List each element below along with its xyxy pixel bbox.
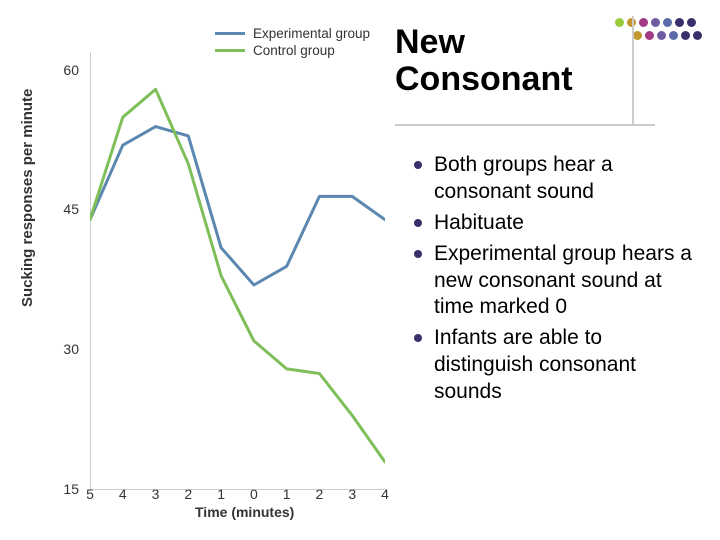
slide-root: New Consonant Both groups hear a consona… bbox=[0, 0, 720, 540]
decor-dot bbox=[657, 31, 666, 40]
legend-swatch bbox=[215, 32, 245, 35]
y-tick-label: 30 bbox=[55, 341, 79, 357]
decor-dot bbox=[693, 31, 702, 40]
decor-dot bbox=[681, 31, 690, 40]
x-tick-label: 0 bbox=[246, 486, 262, 502]
line-chart: Experimental groupControl group Sucking … bbox=[35, 12, 385, 522]
x-axis-label: Time (minutes) bbox=[195, 504, 294, 520]
legend-item: Experimental group bbox=[215, 26, 370, 41]
y-tick-label: 15 bbox=[55, 481, 79, 497]
decor-dot bbox=[663, 18, 672, 27]
chart-plot-area bbox=[90, 52, 385, 490]
title-vertical-line bbox=[632, 16, 634, 126]
y-tick-label: 60 bbox=[55, 62, 79, 78]
bullet-item: Habituate bbox=[412, 210, 702, 237]
decor-dot bbox=[687, 18, 696, 27]
x-tick-label: 4 bbox=[115, 486, 131, 502]
y-axis-label: Sucking responses per minute bbox=[19, 89, 36, 307]
decor-dot bbox=[651, 18, 660, 27]
x-tick-label: 5 bbox=[82, 486, 98, 502]
bullet-item: Both groups hear a consonant sound bbox=[412, 152, 702, 206]
bullet-list: Both groups hear a consonant sound Habitu… bbox=[412, 152, 702, 410]
bullet-item: Experimental group hears a new consonant… bbox=[412, 241, 702, 322]
x-tick-label: 4 bbox=[377, 486, 393, 502]
title-underline bbox=[395, 124, 655, 126]
page-title: New Consonant bbox=[395, 24, 650, 99]
y-tick-label: 45 bbox=[55, 201, 79, 217]
decor-dot bbox=[675, 18, 684, 27]
x-tick-label: 3 bbox=[148, 486, 164, 502]
x-tick-label: 2 bbox=[180, 486, 196, 502]
decor-dot bbox=[669, 31, 678, 40]
x-tick-label: 2 bbox=[311, 486, 327, 502]
x-tick-label: 3 bbox=[344, 486, 360, 502]
x-tick-label: 1 bbox=[213, 486, 229, 502]
x-tick-label: 1 bbox=[279, 486, 295, 502]
bullet-item: Infants are able to distinguish consonan… bbox=[412, 325, 702, 406]
legend-label: Experimental group bbox=[253, 26, 370, 41]
